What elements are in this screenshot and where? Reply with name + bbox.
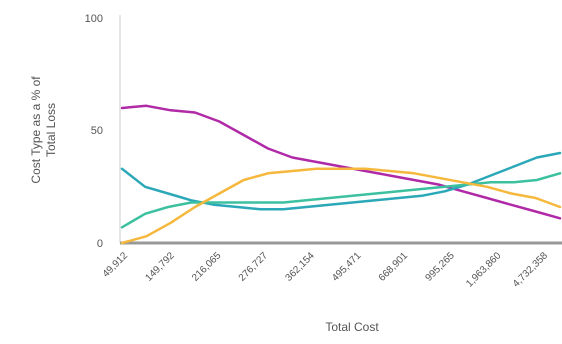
series-line-1	[120, 104, 562, 220]
x-tick-label: 49,912	[101, 250, 131, 280]
x-axis-title: Total Cost	[325, 320, 379, 334]
x-tick-label: 495,471	[330, 250, 364, 284]
y-tick-label: 0	[97, 238, 103, 250]
x-tick-label: 1,963,860	[464, 250, 504, 290]
x-tick-label: 995,265	[423, 250, 457, 284]
y-axis-title-line-1: Cost Type as a % of	[29, 76, 43, 184]
x-tick-label: 276,727	[237, 250, 271, 284]
y-tick-label: 50	[91, 125, 103, 137]
y-axis-title-line-2: Total Loss	[44, 103, 58, 157]
x-tick-label: 362,154	[283, 250, 317, 284]
series-line-4	[120, 167, 562, 245]
series-line-2	[120, 151, 562, 211]
x-tick-label: 216,065	[190, 250, 224, 284]
x-tick-label: 4,732,358	[511, 250, 551, 290]
series-line-3	[120, 172, 562, 229]
y-tick-label: 100	[85, 13, 103, 25]
x-tick-label: 149,792	[143, 250, 177, 284]
x-tick-label: 668,901	[377, 250, 411, 284]
